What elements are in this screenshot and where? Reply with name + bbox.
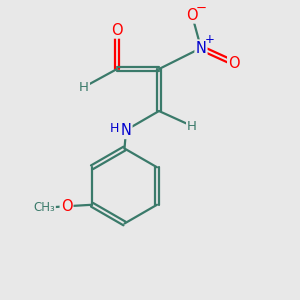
Text: H: H [79, 80, 89, 94]
Text: O: O [111, 22, 123, 38]
Text: H: H [110, 122, 119, 135]
Text: O: O [228, 56, 240, 70]
Text: H: H [187, 119, 197, 133]
Text: N: N [121, 123, 131, 138]
Text: N: N [196, 40, 206, 56]
Text: O: O [61, 199, 72, 214]
Text: +: + [205, 33, 214, 46]
Text: −: − [196, 2, 207, 15]
Text: O: O [186, 8, 198, 22]
Text: CH₃: CH₃ [33, 201, 55, 214]
